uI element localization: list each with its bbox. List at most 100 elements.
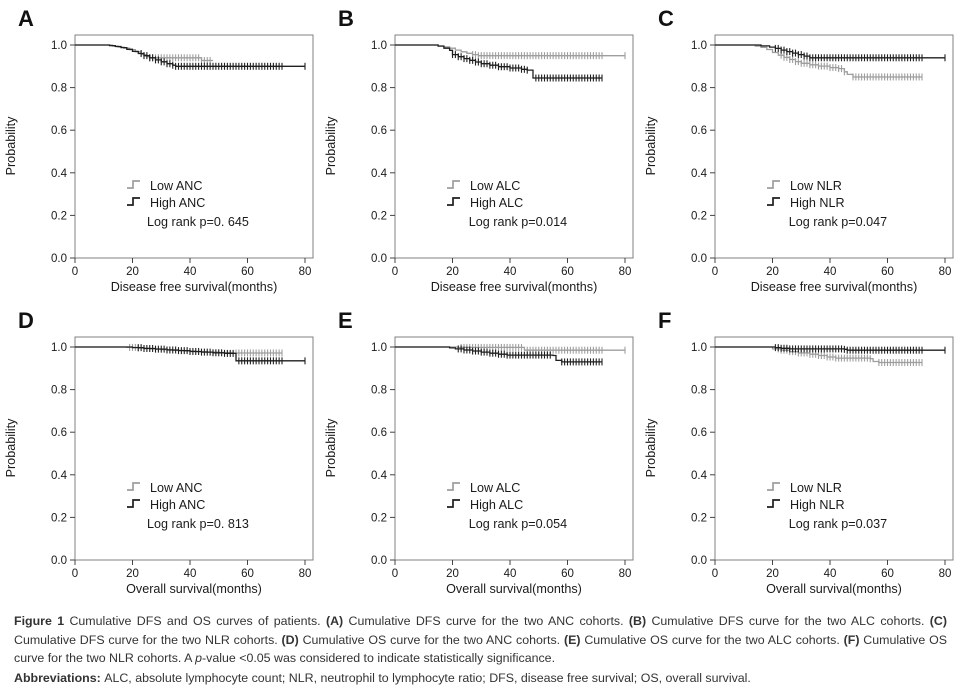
legend-label: Low ALC xyxy=(470,481,520,495)
caption-segment: (D) xyxy=(281,632,299,647)
y-tick-label: 0.8 xyxy=(691,83,707,95)
y-tick-label: 0.0 xyxy=(51,253,67,265)
censor-ticks-high-nlr xyxy=(774,344,946,354)
x-tick-label: 60 xyxy=(881,568,894,580)
caption-segment: Cumulative OS curve for the two NLR coho… xyxy=(14,632,947,666)
panel-E: E 0.0 0.2 0.4 0.6 0.8 1.0 0 20 40 60 80 Probability O… xyxy=(320,302,640,604)
x-tick-label: 20 xyxy=(446,568,459,580)
panel-C: C 0.0 0.2 0.4 0.6 0.8 1.0 0 20 40 60 80 Probability D… xyxy=(640,0,960,302)
legend-step-marker-high xyxy=(127,197,140,206)
y-tick-label: 1.0 xyxy=(371,40,387,52)
legend-label: High ANC xyxy=(150,196,205,210)
y-tick-label: 0.2 xyxy=(691,210,707,222)
y-tick-label: 0.8 xyxy=(51,385,67,397)
legend-step-marker-low xyxy=(127,180,140,189)
x-tick-label: 40 xyxy=(504,266,517,278)
x-axis-title: Disease free survival(months) xyxy=(751,280,918,294)
panel-F: F 0.0 0.2 0.4 0.6 0.8 1.0 0 20 40 60 80 Probability O… xyxy=(640,302,960,604)
y-tick-label: 0.2 xyxy=(51,210,67,222)
x-tick-label: 80 xyxy=(299,568,312,580)
legend-label: Low ANC xyxy=(150,481,203,495)
y-axis-title: Probability xyxy=(324,116,338,176)
y-tick-label: 0.0 xyxy=(691,555,707,567)
censor-ticks-high-anc xyxy=(140,50,306,70)
panel-letter-A: A xyxy=(18,6,34,31)
caption-segment: (A) xyxy=(325,614,344,628)
legend-step-marker-high xyxy=(767,197,780,206)
legend-step-marker-high xyxy=(127,499,140,508)
x-tick-label: 60 xyxy=(561,266,574,278)
km-chart-D: D 0.0 0.2 0.4 0.6 0.8 1.0 0 20 40 60 80 Probability O… xyxy=(4,308,314,596)
x-tick-label: 0 xyxy=(392,568,398,580)
legend-label: Low ANC xyxy=(150,179,203,193)
y-tick-label: 0.6 xyxy=(51,125,67,137)
y-tick-label: 0.0 xyxy=(371,555,387,567)
y-axis-title: Probability xyxy=(644,116,658,176)
x-tick-label: 80 xyxy=(939,568,952,580)
legend-step-marker-high xyxy=(767,499,780,508)
y-axis-title: Probability xyxy=(324,418,338,478)
y-tick-label: 0.4 xyxy=(371,470,388,482)
km-chart-B: B 0.0 0.2 0.4 0.6 0.8 1.0 0 20 40 60 80 Probability D… xyxy=(324,6,634,294)
x-axis-title: Overall survival(months) xyxy=(766,582,902,596)
x-tick-label: 60 xyxy=(241,568,254,580)
x-tick-label: 80 xyxy=(619,568,632,580)
log-rank-pvalue: Log rank p=0.047 xyxy=(789,215,887,229)
y-tick-label: 0.6 xyxy=(691,125,707,137)
figure-abbreviations: Abbreviations: ALC, absolute lymphocyte … xyxy=(14,669,947,688)
x-tick-label: 0 xyxy=(392,266,398,278)
figure-panels: A 0.0 0.2 0.4 0.6 0.8 1.0 0 20 40 60 80 Probability D… xyxy=(0,0,960,604)
x-axis-title: Overall survival(months) xyxy=(126,582,262,596)
y-tick-label: 0.0 xyxy=(691,253,707,265)
figure-caption: Figure 1 Cumulative DFS and OS curves of… xyxy=(14,612,947,668)
legend-label: High ALC xyxy=(470,196,523,210)
y-tick-label: 1.0 xyxy=(691,40,707,52)
y-tick-label: 0.8 xyxy=(371,385,387,397)
survival-curve-high-alc xyxy=(395,44,602,79)
legend-label: Low NLR xyxy=(790,179,842,193)
panel-letter-B: B xyxy=(338,6,354,31)
censor-ticks-high-nlr xyxy=(774,44,946,62)
panel-letter-C: C xyxy=(658,6,674,31)
km-chart-E: E 0.0 0.2 0.4 0.6 0.8 1.0 0 20 40 60 80 Probability O… xyxy=(324,308,634,596)
caption-segment: (B) xyxy=(628,614,647,628)
y-tick-label: 0.2 xyxy=(51,512,67,524)
x-tick-label: 40 xyxy=(504,568,517,580)
y-tick-label: 0.6 xyxy=(371,427,387,439)
y-tick-label: 0.2 xyxy=(691,512,707,524)
x-tick-label: 40 xyxy=(184,568,197,580)
panel-letter-F: F xyxy=(658,308,671,333)
y-tick-label: 0.6 xyxy=(51,427,67,439)
x-tick-label: 0 xyxy=(712,266,718,278)
x-tick-label: 80 xyxy=(299,266,312,278)
censor-ticks-high-anc xyxy=(137,344,306,365)
x-tick-label: 40 xyxy=(184,266,197,278)
y-tick-label: 0.4 xyxy=(371,168,388,180)
legend-label: High ALC xyxy=(470,498,523,512)
km-chart-A: A 0.0 0.2 0.4 0.6 0.8 1.0 0 20 40 60 80 Probability D… xyxy=(4,6,314,294)
x-tick-label: 0 xyxy=(72,568,78,580)
caption-segment: Cumulative OS curve for the two ANC coho… xyxy=(298,632,564,647)
x-axis-title: Overall survival(months) xyxy=(446,582,582,596)
legend-step-marker-high xyxy=(447,197,460,206)
log-rank-pvalue: Log rank p=0.054 xyxy=(469,517,567,531)
censor-ticks-high-alc xyxy=(457,345,603,366)
plot-border xyxy=(394,34,634,259)
y-tick-label: 0.2 xyxy=(371,210,387,222)
plot-border xyxy=(74,34,314,259)
x-tick-label: 20 xyxy=(126,266,139,278)
caption-segment: Cumulative DFS curve for the two NLR coh… xyxy=(14,632,282,647)
y-tick-label: 1.0 xyxy=(691,342,707,354)
y-tick-label: 1.0 xyxy=(51,342,67,354)
x-tick-label: 20 xyxy=(126,568,139,580)
y-tick-label: 0.4 xyxy=(691,168,708,180)
panel-D: D 0.0 0.2 0.4 0.6 0.8 1.0 0 20 40 60 80 Probability O… xyxy=(0,302,320,604)
caption-segment: Figure 1 xyxy=(14,614,70,628)
y-axis-title: Probability xyxy=(4,116,18,176)
y-tick-label: 0.0 xyxy=(371,253,387,265)
y-tick-label: 0.4 xyxy=(51,470,68,482)
x-tick-label: 20 xyxy=(766,266,779,278)
log-rank-pvalue: Log rank p=0. 813 xyxy=(147,517,249,531)
plot-border xyxy=(714,34,954,259)
y-tick-label: 0.8 xyxy=(371,83,387,95)
